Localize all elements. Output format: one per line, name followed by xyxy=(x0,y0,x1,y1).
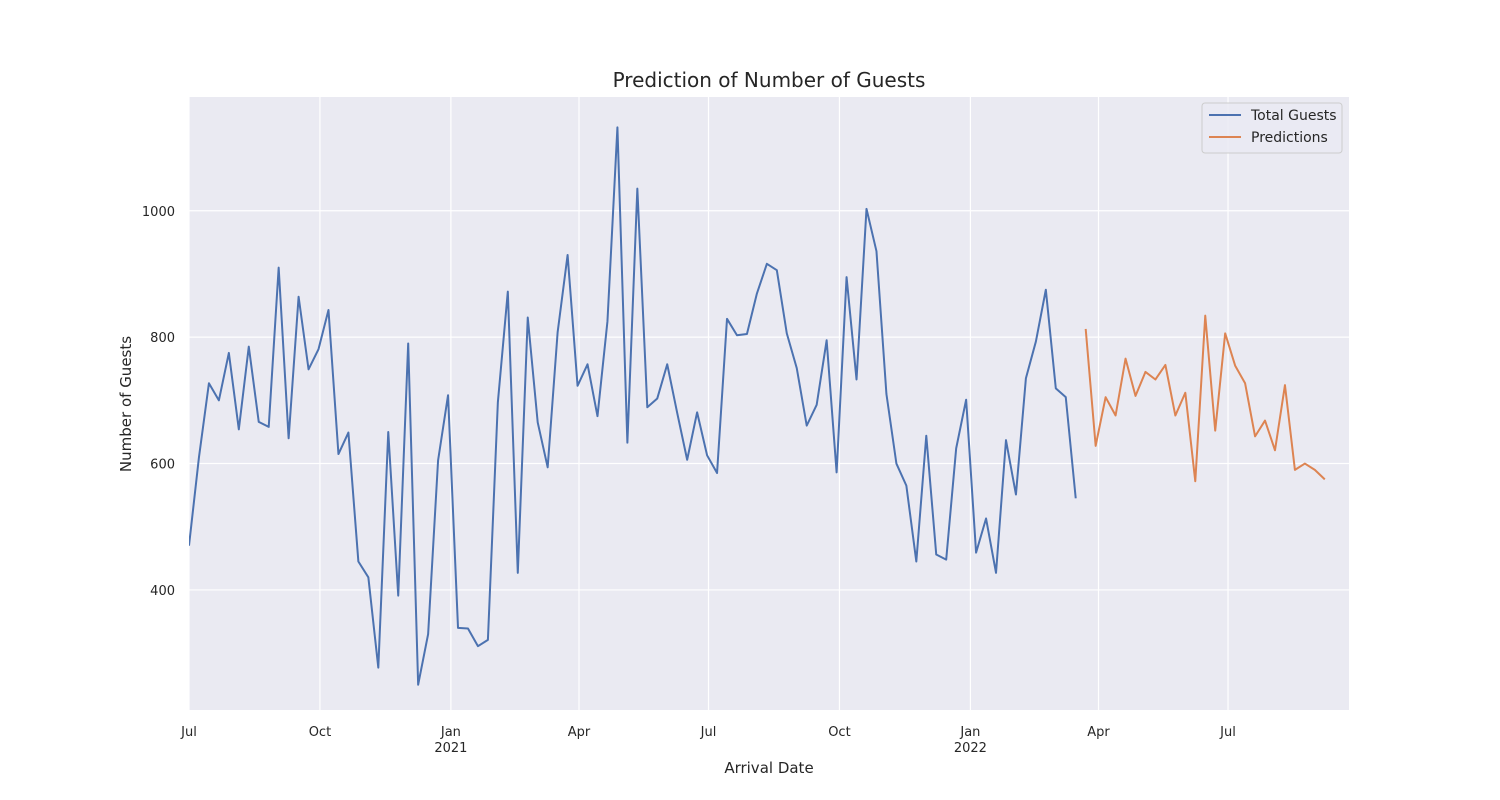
x-tick-label: Apr xyxy=(568,725,591,740)
legend-label-total-guests: Total Guests xyxy=(1250,108,1337,124)
y-tick-label: 1000 xyxy=(142,205,175,220)
y-tick-label: 800 xyxy=(150,331,175,346)
legend-label-predictions: Predictions xyxy=(1251,130,1328,146)
grid xyxy=(188,97,1349,710)
x-tick-label: Jul xyxy=(700,725,717,740)
plot-background xyxy=(189,97,1349,710)
x-tick-year-label: 2021 xyxy=(434,741,467,756)
x-axis-label: Arrival Date xyxy=(724,759,813,777)
series-line-predictions xyxy=(1084,314,1326,483)
x-tick-label: Oct xyxy=(309,725,331,740)
x-tick-year-label: 2022 xyxy=(954,741,987,756)
series-line-total-guests xyxy=(189,126,1077,686)
y-axis-label: Number of Guests xyxy=(117,336,135,472)
y-tick-label: 600 xyxy=(150,458,175,473)
legend: Total Guests Predictions xyxy=(1201,102,1343,154)
x-tick-label: Jul xyxy=(1219,725,1236,740)
x-tick-label: Oct xyxy=(828,725,850,740)
x-tick-label: Apr xyxy=(1087,725,1110,740)
x-tick-label: Jan xyxy=(959,725,980,740)
x-tick-label: Jan xyxy=(440,725,461,740)
chart-title: Prediction of Number of Guests xyxy=(613,68,926,92)
y-tick-label: 400 xyxy=(150,584,175,599)
x-tick-label: Jul xyxy=(180,725,197,740)
series-layer xyxy=(189,126,1326,686)
